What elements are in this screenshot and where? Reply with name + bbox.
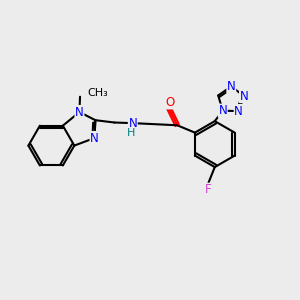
Text: N: N [234,105,243,118]
Text: O: O [166,96,175,109]
Text: N: N [227,80,236,93]
Text: N: N [90,131,99,145]
Text: N: N [128,117,137,130]
Text: N: N [240,90,248,103]
Text: CH₃: CH₃ [87,88,108,98]
Text: H: H [127,128,136,138]
Text: N: N [75,106,84,118]
Text: N: N [218,104,227,117]
Text: F: F [205,183,211,196]
